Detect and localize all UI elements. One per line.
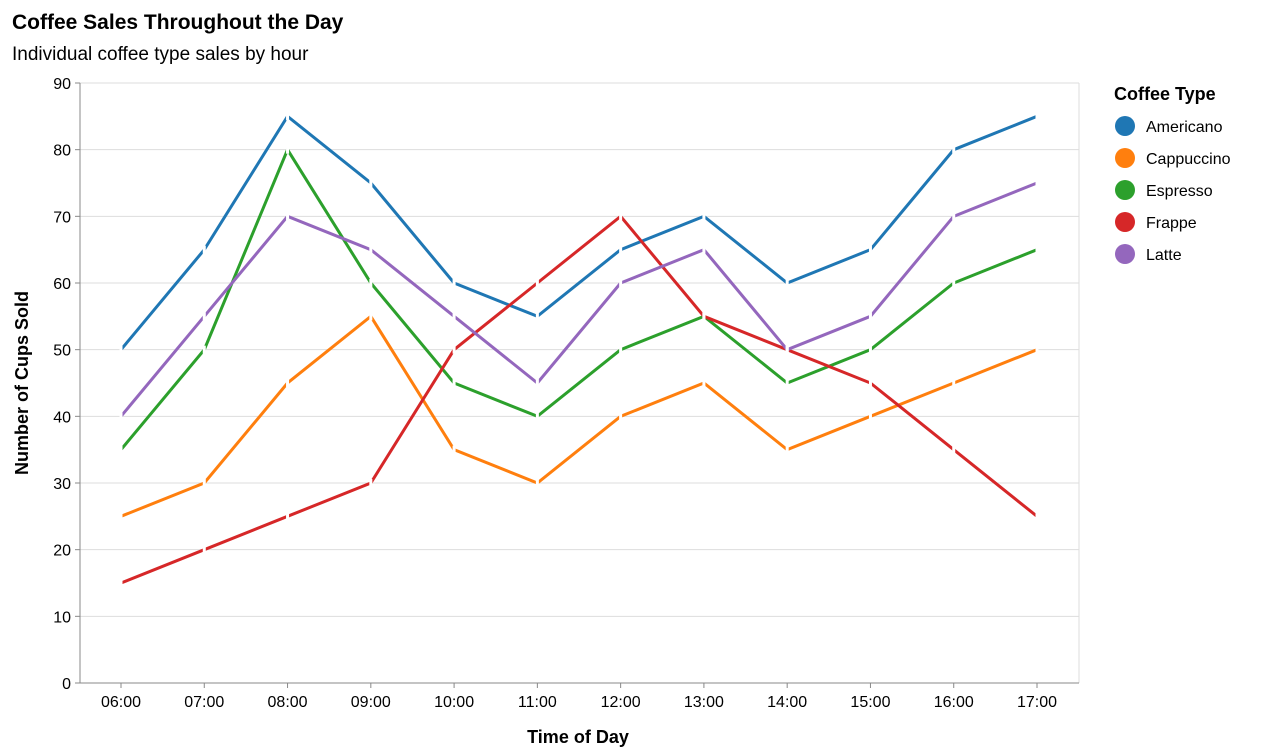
series-line-latte (119, 181, 1038, 418)
x-tick-label: 08:00 (268, 694, 308, 711)
legend-label-frappe: Frappe (1146, 215, 1197, 232)
point-markers (119, 112, 1039, 587)
x-tick-label: 10:00 (434, 694, 474, 711)
legend-label-cappuccino: Cappuccino (1146, 151, 1231, 168)
chart-subtitle: Individual coffee type sales by hour (12, 44, 309, 65)
legend-label-espresso: Espresso (1146, 183, 1213, 200)
grid (80, 82, 1080, 684)
axes: 0 10 20 30 40 50 60 70 80 90 06:00 07:00 08:00 09:00 1… (53, 76, 1079, 711)
x-tick-label: 12:00 (601, 694, 641, 711)
legend-label-latte: Latte (1146, 247, 1182, 264)
y-tick-label: 50 (53, 343, 71, 360)
legend-swatch-frappe (1115, 212, 1135, 232)
x-tick-label: 06:00 (101, 694, 141, 711)
x-tick-label: 14:00 (767, 694, 807, 711)
y-tick-label: 40 (53, 409, 71, 426)
series-lines (119, 114, 1038, 585)
series-line-espresso (119, 146, 1038, 451)
y-tick-label: 70 (53, 209, 71, 226)
chart-title: Coffee Sales Throughout the Day (12, 11, 344, 34)
y-tick-label: 30 (53, 476, 71, 493)
y-tick-label: 10 (53, 609, 71, 626)
legend-swatch-espresso (1115, 180, 1135, 200)
y-tick-label: 0 (62, 676, 71, 693)
legend-title: Coffee Type (1114, 84, 1216, 104)
series-line-frappe (120, 214, 1038, 585)
x-tick-label: 09:00 (351, 694, 391, 711)
legend-swatch-latte (1115, 244, 1135, 264)
y-tick-label: 60 (53, 276, 71, 293)
x-tick-label: 07:00 (184, 694, 224, 711)
legend-swatch-americano (1115, 116, 1135, 136)
x-tick-label: 11:00 (518, 694, 557, 711)
x-tick-label: 15:00 (850, 694, 890, 711)
y-tick-label: 80 (53, 143, 71, 160)
x-tick-label: 17:00 (1017, 694, 1057, 711)
legend-label-americano: Americano (1146, 119, 1223, 136)
series-line-cappuccino (120, 314, 1038, 518)
y-tick-label: 90 (53, 76, 71, 93)
y-tick-label: 20 (53, 543, 71, 560)
series-line-americano (119, 114, 1038, 351)
x-axis-title: Time of Day (527, 727, 629, 747)
x-tick-label: 16:00 (934, 694, 974, 711)
x-tick-label: 13:00 (684, 694, 724, 711)
legend: Coffee Type Americano Cappuccino Espresso F… (1114, 84, 1231, 264)
legend-swatch-cappuccino (1115, 148, 1135, 168)
y-axis-title: Number of Cups Sold (12, 291, 32, 475)
